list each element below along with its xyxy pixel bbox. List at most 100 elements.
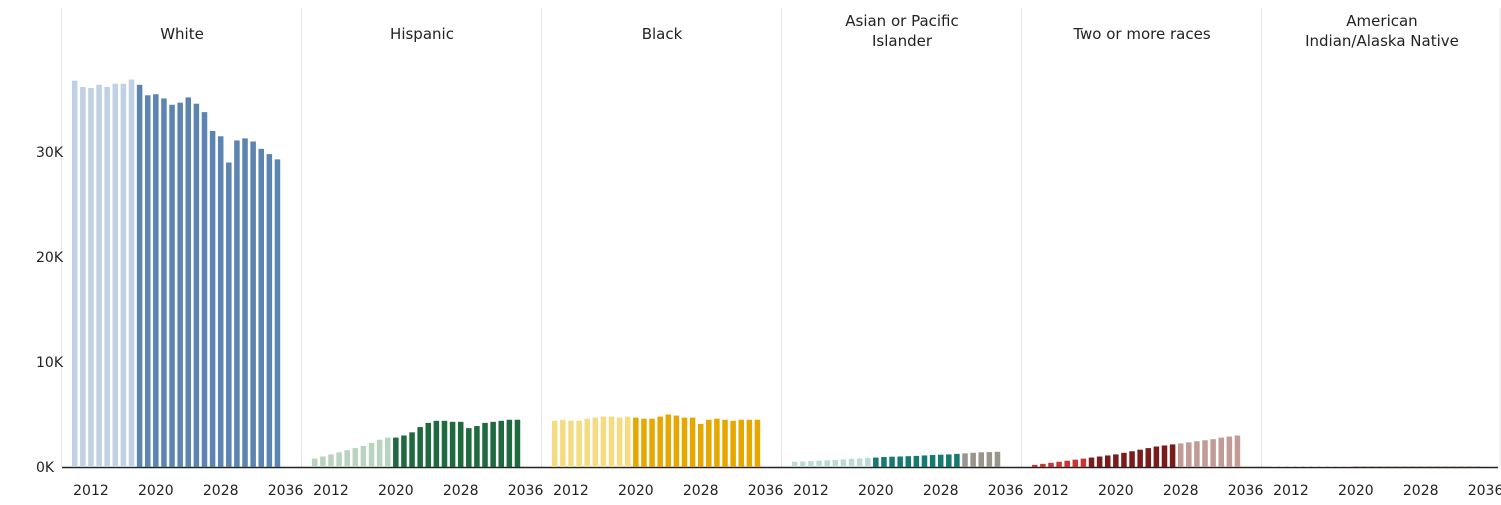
bar [730,421,736,467]
x-tick-label: 2020 [1098,483,1134,499]
x-tick-label: 2028 [923,483,959,499]
bar [377,440,383,467]
bar [568,421,574,467]
bar [482,423,488,467]
bar [1097,457,1103,468]
panel-title: Hispanic [390,25,454,43]
bar [129,80,135,467]
bar [593,418,599,467]
bar [857,458,863,467]
bar [954,454,960,467]
bar [1218,438,1224,467]
bar [234,140,240,467]
bar [426,423,432,467]
bar [1121,453,1127,467]
bar [1202,440,1208,467]
bar [250,142,256,468]
panel-title: Islander [872,32,933,50]
bar [1056,462,1062,467]
bar [584,419,590,467]
bar [1040,464,1046,467]
bar [849,459,855,467]
bar [393,438,399,467]
bar [401,436,407,468]
x-tick-label: 2012 [1273,483,1309,499]
x-tick-label: 2028 [1403,483,1439,499]
bar [682,418,688,467]
bar [275,159,281,467]
x-tick-label: 2028 [443,483,479,499]
bar [202,112,208,467]
bar [1064,461,1070,467]
x-tick-label: 2012 [1033,483,1069,499]
bar [873,458,879,467]
bar [865,458,871,467]
x-tick-label: 2036 [748,483,784,499]
bar [995,452,1001,467]
bar [226,163,232,468]
bar [1089,458,1095,467]
bar [841,459,847,467]
bar [698,424,704,467]
panel-title: Indian/Alaska Native [1305,32,1459,50]
bar [816,461,822,467]
y-tick-label: 20K [36,250,64,266]
bar [113,84,119,467]
bar [312,459,318,467]
bar [490,422,496,467]
bar [808,461,814,467]
bar [722,420,728,467]
bar [210,131,216,467]
bar [560,420,566,467]
bar [946,454,952,467]
x-tick-label: 2028 [1163,483,1199,499]
bar [515,420,521,467]
bar [361,446,367,467]
bar [824,460,830,467]
bar [690,418,696,467]
bar [930,455,936,467]
bar [88,88,94,467]
bar [833,460,839,467]
bar [978,452,984,467]
bar [267,154,273,467]
y-tick-label: 30K [36,145,64,161]
bar [1081,459,1087,467]
x-tick-label: 2020 [378,483,414,499]
bar [218,136,224,467]
bar [1154,447,1160,467]
bar [385,438,391,467]
bar [1227,437,1233,467]
bar [474,426,480,467]
x-tick-label: 2036 [1468,483,1501,499]
bar [507,420,513,467]
bar [409,432,415,467]
x-tick-label: 2020 [1338,483,1374,499]
y-tick-label: 0K [36,460,55,476]
bar [601,417,607,467]
bar [80,87,86,467]
bar [336,452,342,467]
bar [747,420,753,467]
bar [1186,442,1192,467]
bar [186,97,192,467]
bar [417,427,423,467]
bar [625,417,631,467]
bar [434,421,440,467]
x-tick-label: 2036 [988,483,1024,499]
bar [1162,445,1168,467]
bar [914,456,920,467]
bar [145,95,151,467]
bar [706,420,712,467]
bar [344,450,350,467]
bar [104,87,110,467]
bar [1113,454,1119,467]
bar [609,417,615,467]
bar [674,416,680,467]
panel-title: Black [642,25,683,43]
bar [641,419,647,467]
bar [258,149,264,467]
bar [738,420,744,467]
bar [1073,460,1079,467]
